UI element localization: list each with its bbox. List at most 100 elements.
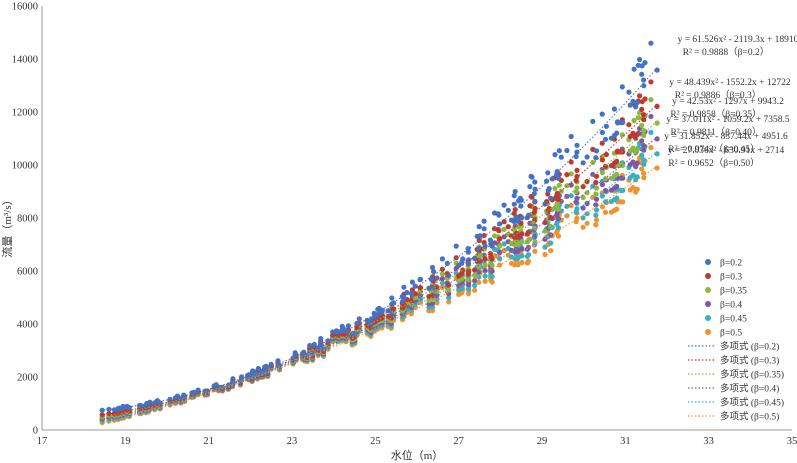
data-point <box>564 172 570 178</box>
data-point <box>482 273 488 279</box>
legend-marker <box>705 259 711 265</box>
data-point <box>434 292 440 298</box>
data-point <box>556 182 562 188</box>
data-point <box>599 204 606 210</box>
data-point <box>573 189 579 195</box>
data-point <box>574 167 580 173</box>
data-point <box>568 203 574 209</box>
data-point <box>481 233 487 239</box>
data-point <box>599 170 606 176</box>
data-point <box>481 218 487 224</box>
data-point <box>648 144 654 151</box>
data-point <box>517 195 523 201</box>
legend-marker <box>705 273 711 279</box>
data-point <box>639 99 645 105</box>
data-point <box>501 202 507 208</box>
data-point <box>511 226 517 232</box>
data-point <box>488 241 494 247</box>
y-tick-labels: 0 2000 4000 6000 8000 10000 12000 14000 16000 <box>12 2 38 437</box>
data-point <box>369 316 375 322</box>
data-point <box>568 171 574 177</box>
legend-trend-label: 多项式 (β=0.3) <box>720 355 779 367</box>
y-tick-label: 4000 <box>17 320 38 331</box>
data-point <box>611 106 618 112</box>
data-point <box>501 241 507 247</box>
legend-label: β=0.35 <box>720 287 747 297</box>
trendline-equation: y = 48.439x² - 1552.2x + 12722 <box>669 78 790 88</box>
data-point <box>580 160 586 166</box>
data-point <box>548 240 554 246</box>
data-point <box>528 173 534 179</box>
data-point <box>459 271 465 277</box>
data-point <box>292 350 298 356</box>
legend-trend-label: 多项式 (β=0.45) <box>720 397 784 409</box>
data-point <box>446 286 452 293</box>
legend-marker <box>705 315 711 321</box>
data-point <box>546 206 552 212</box>
trendline-r2: R² = 0.9886（β=0.3） <box>675 89 761 101</box>
data-point <box>584 220 590 226</box>
data-point <box>641 157 647 163</box>
data-point <box>417 285 424 291</box>
data-point <box>519 231 525 237</box>
data-point <box>633 104 639 110</box>
data-point <box>524 214 531 221</box>
data-point <box>614 158 620 164</box>
data-point <box>573 209 579 215</box>
data-point <box>439 256 445 262</box>
data-point <box>476 263 482 269</box>
data-point <box>593 222 599 228</box>
data-point <box>634 100 640 106</box>
legend-label: β=0.4 <box>720 301 742 311</box>
data-point <box>590 118 596 124</box>
trendline <box>100 164 660 424</box>
data-point <box>404 289 410 296</box>
data-point <box>654 165 660 171</box>
trendline-r2: R² = 0.9858（β=0.35） <box>670 108 761 120</box>
data-point <box>492 226 498 232</box>
y-tick-label: 6000 <box>17 267 38 278</box>
data-point <box>633 150 639 156</box>
data-point <box>472 278 478 284</box>
data-point <box>602 163 609 169</box>
data-point <box>501 226 507 232</box>
data-point <box>532 205 538 212</box>
data-point <box>511 193 517 199</box>
data-point <box>635 115 641 121</box>
data-point <box>476 274 482 280</box>
scatter-points <box>99 40 660 426</box>
trendline <box>100 135 660 420</box>
data-point <box>648 113 654 120</box>
data-point <box>614 195 620 201</box>
data-point <box>641 143 647 149</box>
data-point <box>633 177 639 183</box>
data-point <box>608 175 615 181</box>
data-point <box>501 219 507 225</box>
legend-trend-label: 多项式 (β=0.4) <box>720 383 779 395</box>
legend-marker <box>705 301 711 307</box>
data-point <box>648 129 654 135</box>
data-point <box>431 269 437 275</box>
data-point <box>608 135 615 141</box>
data-point <box>630 185 636 191</box>
data-point <box>378 309 385 316</box>
data-point <box>409 279 415 285</box>
trendline <box>100 65 660 411</box>
y-tick-label: 12000 <box>12 108 38 119</box>
data-point <box>584 154 590 160</box>
data-point <box>627 102 633 108</box>
data-point <box>99 412 105 418</box>
data-point <box>574 149 580 155</box>
data-point <box>564 183 570 189</box>
data-point <box>477 252 483 258</box>
data-point <box>593 207 600 213</box>
data-point <box>532 248 538 254</box>
data-point <box>307 342 313 349</box>
data-point <box>106 411 112 417</box>
data-point <box>546 186 552 192</box>
data-point <box>593 173 600 179</box>
x-tick-label: 25 <box>370 436 381 447</box>
data-point <box>519 215 525 221</box>
data-point <box>417 276 424 282</box>
x-tick-label: 33 <box>703 436 714 447</box>
